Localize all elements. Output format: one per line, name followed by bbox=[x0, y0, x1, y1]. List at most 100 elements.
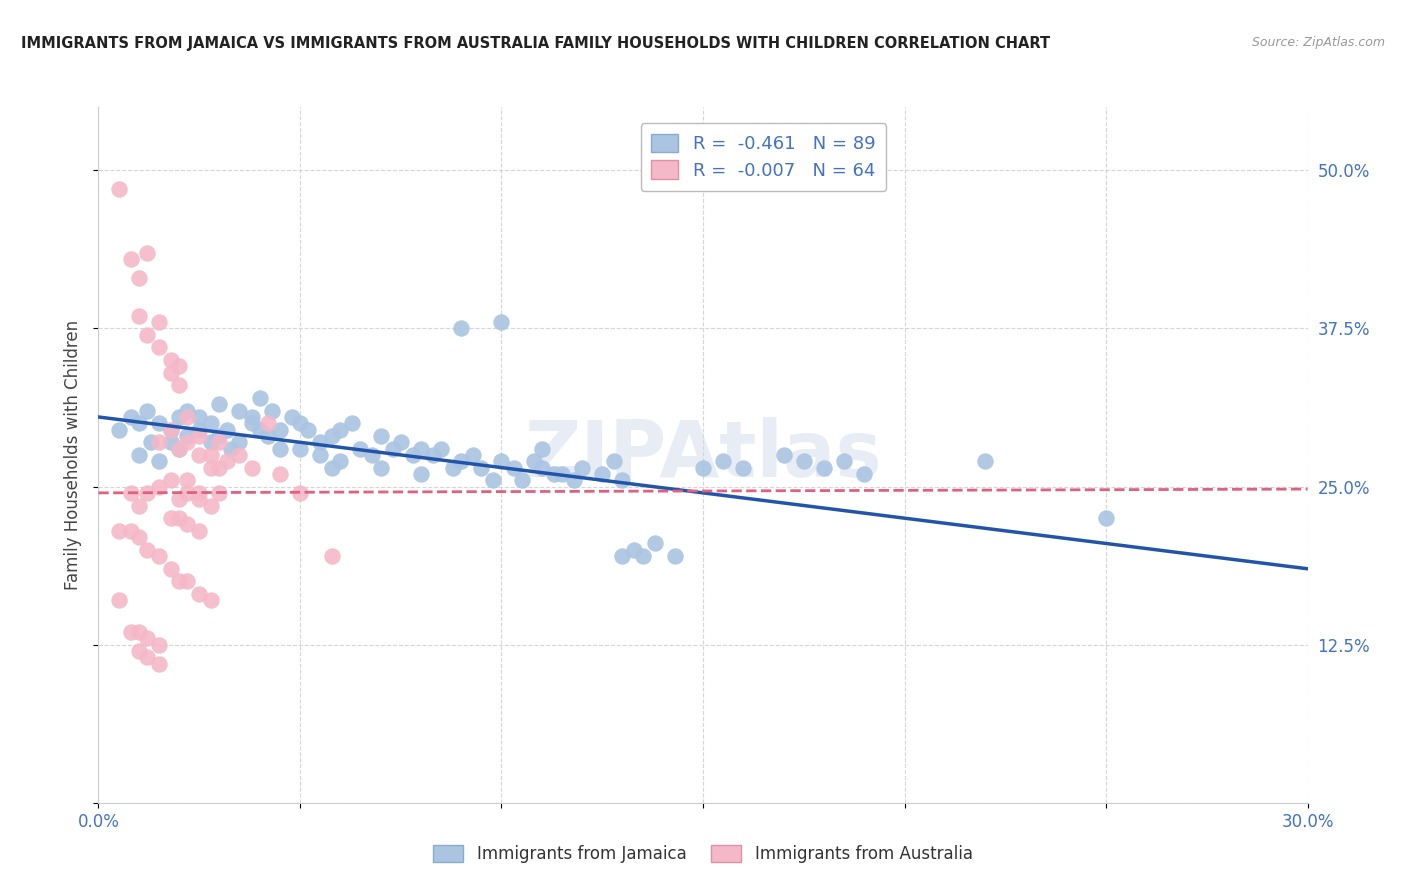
Point bbox=[135, 403, 157, 417]
Point bbox=[370, 429, 392, 443]
Y-axis label: Family Households with Children: Family Households with Children bbox=[65, 320, 83, 590]
Point bbox=[228, 403, 250, 417]
Point bbox=[644, 536, 666, 550]
Point bbox=[176, 429, 198, 443]
Point bbox=[692, 460, 714, 475]
Point bbox=[603, 454, 626, 468]
Point bbox=[470, 460, 492, 475]
Point bbox=[200, 593, 222, 607]
Point bbox=[208, 397, 231, 411]
Point bbox=[228, 448, 250, 462]
Point bbox=[793, 454, 815, 468]
Point bbox=[240, 409, 263, 424]
Point bbox=[269, 423, 291, 437]
Point bbox=[188, 448, 211, 462]
Point bbox=[974, 454, 997, 468]
Point bbox=[208, 486, 231, 500]
Point bbox=[128, 530, 150, 544]
Point bbox=[591, 467, 613, 481]
Point bbox=[160, 353, 183, 368]
Point bbox=[200, 460, 222, 475]
Point bbox=[200, 435, 222, 450]
Point bbox=[281, 409, 304, 424]
Point bbox=[381, 442, 404, 456]
Point bbox=[409, 442, 432, 456]
Point bbox=[120, 252, 142, 266]
Point bbox=[269, 442, 291, 456]
Point bbox=[664, 549, 686, 563]
Point bbox=[135, 650, 157, 665]
Point bbox=[772, 448, 794, 462]
Point bbox=[612, 473, 634, 487]
Point bbox=[167, 359, 190, 374]
Point bbox=[402, 448, 425, 462]
Point bbox=[176, 403, 198, 417]
Point bbox=[148, 549, 170, 563]
Point bbox=[160, 511, 183, 525]
Point bbox=[148, 417, 170, 431]
Point bbox=[260, 403, 283, 417]
Point bbox=[523, 454, 546, 468]
Point bbox=[321, 549, 343, 563]
Point bbox=[288, 442, 311, 456]
Point bbox=[160, 366, 183, 380]
Point bbox=[160, 423, 183, 437]
Point bbox=[389, 435, 412, 450]
Point bbox=[256, 417, 278, 431]
Point bbox=[139, 435, 162, 450]
Point bbox=[551, 467, 574, 481]
Point bbox=[288, 417, 311, 431]
Point bbox=[562, 473, 585, 487]
Point bbox=[329, 423, 352, 437]
Point bbox=[450, 454, 472, 468]
Point bbox=[422, 448, 444, 462]
Point bbox=[217, 423, 239, 437]
Point bbox=[711, 454, 734, 468]
Point bbox=[329, 454, 352, 468]
Point bbox=[321, 429, 343, 443]
Point bbox=[148, 657, 170, 671]
Point bbox=[167, 492, 190, 507]
Point bbox=[188, 409, 211, 424]
Point bbox=[135, 245, 157, 260]
Point bbox=[1095, 511, 1118, 525]
Point bbox=[188, 587, 211, 601]
Point bbox=[502, 460, 524, 475]
Point bbox=[148, 340, 170, 354]
Point bbox=[188, 524, 211, 538]
Text: ZIPAtlas: ZIPAtlas bbox=[524, 417, 882, 493]
Point bbox=[128, 270, 150, 285]
Point bbox=[612, 549, 634, 563]
Point bbox=[188, 492, 211, 507]
Point bbox=[221, 442, 243, 456]
Point bbox=[148, 479, 170, 493]
Point bbox=[148, 315, 170, 329]
Point bbox=[200, 417, 222, 431]
Point bbox=[450, 321, 472, 335]
Point bbox=[491, 315, 513, 329]
Legend: Immigrants from Jamaica, Immigrants from Australia: Immigrants from Jamaica, Immigrants from… bbox=[425, 836, 981, 871]
Point bbox=[128, 644, 150, 658]
Point bbox=[530, 442, 553, 456]
Point bbox=[135, 327, 157, 342]
Point bbox=[853, 467, 876, 481]
Point bbox=[120, 409, 142, 424]
Point bbox=[249, 391, 271, 405]
Point bbox=[107, 423, 129, 437]
Point bbox=[217, 454, 239, 468]
Point bbox=[409, 467, 432, 481]
Point bbox=[160, 423, 183, 437]
Point bbox=[256, 429, 278, 443]
Point bbox=[543, 467, 565, 481]
Point bbox=[832, 454, 855, 468]
Point bbox=[128, 448, 150, 462]
Point bbox=[733, 460, 755, 475]
Point bbox=[167, 511, 190, 525]
Point bbox=[240, 417, 263, 431]
Point bbox=[167, 574, 190, 589]
Point bbox=[571, 460, 593, 475]
Point bbox=[128, 417, 150, 431]
Point bbox=[321, 460, 343, 475]
Point bbox=[297, 423, 319, 437]
Point bbox=[167, 378, 190, 392]
